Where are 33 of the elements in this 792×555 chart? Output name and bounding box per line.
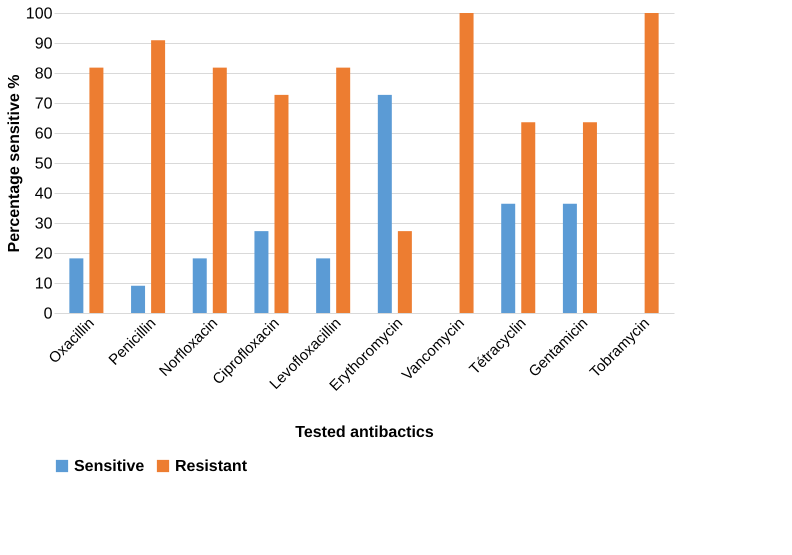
bar: [582, 122, 597, 313]
x-axis-title: Tested antibactics: [295, 424, 434, 441]
bar: [460, 13, 474, 313]
bar: [562, 204, 577, 313]
y-tick-label: 0: [44, 306, 53, 322]
y-tick-label: 60: [34, 126, 53, 142]
bar: [274, 94, 288, 313]
y-tick-label: 50: [34, 156, 53, 172]
bar: [192, 258, 207, 313]
bar: [89, 68, 104, 313]
bar: [644, 13, 659, 313]
bar: [521, 122, 536, 313]
y-tick-label: 20: [34, 246, 53, 262]
y-tick-label: 100: [26, 6, 53, 22]
y-tick-label: 40: [34, 186, 53, 202]
y-tick-label: 30: [34, 216, 53, 232]
bar: [336, 68, 350, 313]
bar: [131, 286, 146, 313]
bar: [254, 231, 268, 313]
y-tick-label: 80: [34, 66, 53, 82]
bar: [378, 94, 392, 313]
legend-label: Resistant: [175, 458, 248, 475]
bar: [151, 40, 166, 313]
legend-label: Sensitive: [74, 458, 144, 475]
y-tick-label: 10: [34, 276, 53, 292]
y-axis-title: Percentage sensitive %: [6, 74, 23, 252]
bar: [69, 258, 84, 313]
bar: [398, 231, 412, 313]
bar: [501, 204, 516, 313]
bar: [316, 258, 330, 313]
y-tick-label: 70: [34, 96, 53, 112]
bar: [212, 68, 227, 313]
y-tick-label: 90: [34, 36, 53, 52]
